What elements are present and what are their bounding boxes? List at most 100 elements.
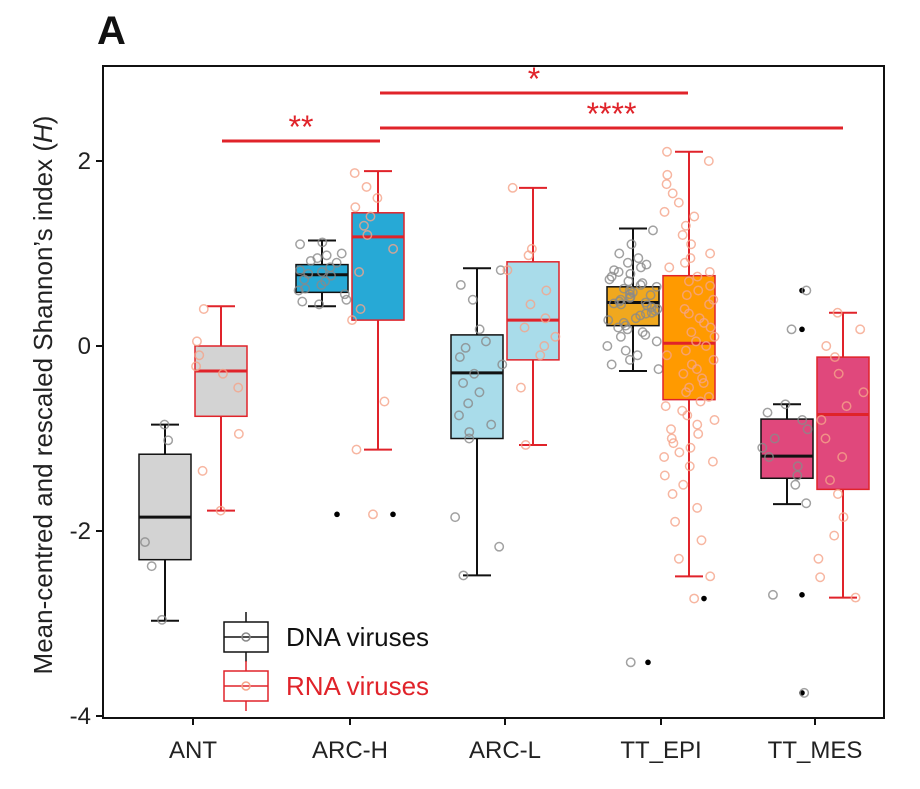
data-point [502,265,513,276]
data-point [660,401,671,412]
data-point [815,572,826,583]
data-point [146,561,157,572]
data-point [635,280,646,290]
data-point [454,352,465,363]
data-point [541,285,552,296]
data-point [705,280,716,291]
data-point [637,327,648,338]
data-point [495,265,506,276]
data-point [602,341,613,351]
data-point [685,253,696,264]
data-point [624,354,635,365]
data-point [681,387,692,398]
data-point [692,502,703,513]
data-point [664,262,675,273]
data-point [677,230,688,240]
data-point [519,322,530,333]
significance-label: * [528,61,540,97]
data-point [651,336,662,347]
data-point [640,308,651,319]
box [194,345,248,418]
data-point [648,225,658,236]
box [351,212,405,321]
data-point [314,299,325,310]
data-point [677,405,688,416]
data-point [233,382,244,393]
significance-bar: ** [222,109,380,145]
data-point [833,368,844,379]
data-point [317,237,328,248]
data-point [666,433,677,444]
data-point [620,345,631,356]
data-point [300,283,311,294]
data-point [705,322,716,333]
data-point [606,271,617,282]
data-point [550,331,561,342]
data-point [703,391,714,402]
data-point [703,156,714,166]
data-point [802,424,813,435]
data-point [850,592,861,603]
data-point [215,505,226,516]
data-point [540,313,551,324]
data-point [197,465,208,476]
y-axis: 2 0 -2 -4 [70,148,103,730]
y-tick-label: -2 [70,518,91,545]
outlier-point [799,592,805,598]
data-point [692,271,703,282]
data-point [678,368,689,379]
data-point [829,352,840,363]
box [760,418,814,480]
x-tick-label: ANT [169,737,217,764]
data-point [469,368,480,379]
data-point [361,181,372,192]
data-point [704,299,715,310]
x-tick-label: TT_MES [768,737,863,764]
data-point [633,253,644,264]
data-point [614,248,625,259]
significance-bar: * [380,61,688,97]
data-point [635,262,646,273]
data-point [295,265,305,276]
data-point [786,324,797,335]
data-point [458,378,469,388]
rna-box-arc-l [502,182,561,450]
data-point [858,387,869,398]
data-point [618,283,629,294]
data-point [689,211,700,222]
data-point [825,475,835,486]
data-point [792,461,803,472]
data-point [312,253,323,264]
data-point [297,296,308,307]
data-point [467,294,478,305]
data-point [622,324,633,335]
data-point [455,280,466,290]
data-point [622,257,633,268]
dna-box-tt_mes [757,285,814,698]
data-point [684,461,695,472]
data-point [604,274,615,285]
data-point [626,239,637,250]
data-point [464,433,475,444]
data-point [686,327,697,338]
x-tick-label: ARC-L [469,737,541,764]
data-point [474,324,485,335]
significance-bar: **** [380,96,843,132]
data-point [603,315,614,326]
data-point [799,687,810,698]
data-point [801,285,812,296]
legend-entry-rna: RNA viruses [223,661,429,711]
data-point [691,364,702,375]
data-point [450,512,461,523]
data-point [693,285,704,296]
data-point [704,267,715,277]
legend-label: DNA viruses [286,622,429,652]
data-point [682,410,693,421]
dna-box-arc-l [450,265,508,581]
data-point [705,571,716,582]
rna-box-tt_epi [659,146,720,604]
data-point [460,342,471,353]
data-point [662,169,673,180]
data-point [667,489,678,499]
